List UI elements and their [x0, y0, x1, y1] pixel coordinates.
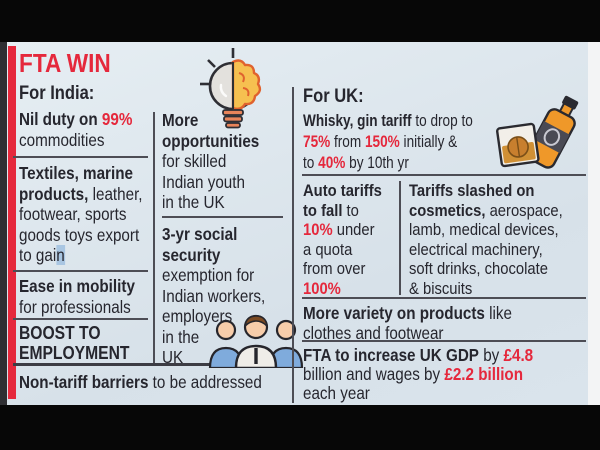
divider	[302, 174, 586, 176]
divider	[162, 216, 283, 218]
main-column-divider	[292, 87, 294, 403]
uk-auto-tariffs: Auto tariffs to fall to 10% under a quota fr…	[303, 181, 382, 298]
lightbulb-brain-icon	[196, 46, 270, 132]
right-edge-strip	[588, 42, 600, 405]
india-social-security: 3-yr social security exemption for Indian w…	[162, 224, 266, 367]
accent-bar	[8, 46, 16, 399]
india-opportunities: More opportunities for skilled Indian youth…	[162, 110, 260, 212]
india-mobility: Ease in mobility for professionals	[19, 276, 135, 317]
divider-thick	[13, 363, 292, 366]
india-non-tariff: Non-tariff barriers to be addressed	[19, 372, 262, 392]
column-divider	[153, 112, 155, 363]
divider	[302, 340, 586, 342]
left-edge-strip	[0, 42, 7, 405]
india-heading: For India:	[19, 83, 95, 104]
uk-whisky-tariff: Whisky, gin tariff to drop to 75% from 15…	[303, 111, 473, 172]
uk-heading: For UK:	[303, 86, 364, 107]
uk-variety: More variety on products like clothes and…	[303, 303, 512, 343]
fta-infographic: FTA WIN For India: Nil duty on 99% commod…	[0, 42, 600, 405]
divider	[13, 318, 148, 320]
divider	[13, 270, 148, 272]
india-textiles-exports: Textiles, marine products, leather, footwe…	[19, 163, 143, 266]
three-workers-icon	[206, 314, 306, 368]
uk-gdp-wages: FTA to increase UK GDP by £4.8 billion an…	[303, 345, 534, 403]
india-boost-employment: BOOST TO EMPLOYMENT	[19, 323, 130, 363]
divider	[302, 297, 586, 299]
india-nil-duty: Nil duty on 99% commodities	[19, 109, 133, 150]
whisky-bottle-glass-icon	[492, 94, 588, 176]
page-title: FTA WIN	[19, 48, 111, 78]
divider	[13, 156, 148, 158]
uk-tariffs-slashed: Tariffs slashed on cosmetics, aerospace, l…	[409, 181, 563, 298]
letterbox-top	[0, 0, 600, 42]
sub-column-divider	[399, 181, 401, 295]
letterbox-bottom	[0, 405, 600, 450]
